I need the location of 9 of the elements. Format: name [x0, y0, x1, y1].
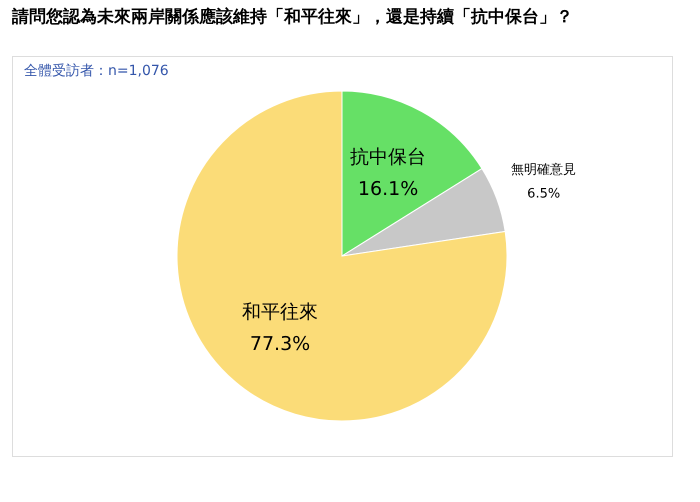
text: 全體受訪者：n=1,076 [24, 63, 169, 79]
slice-label: 抗中保台 [350, 146, 426, 168]
data-label: 77.3% [250, 333, 310, 355]
pie-slice [176, 90, 508, 422]
slice-label: 和平往來 [242, 301, 318, 323]
data-label: 16.1% [358, 178, 418, 200]
slice-label: 無明確意見 [511, 162, 576, 178]
data-label: 6.5% [527, 186, 560, 202]
chart-title: 請問您認為未來兩岸關係應該維持「和平往來」，還是持續「抗中保台」？ [11, 7, 573, 27]
